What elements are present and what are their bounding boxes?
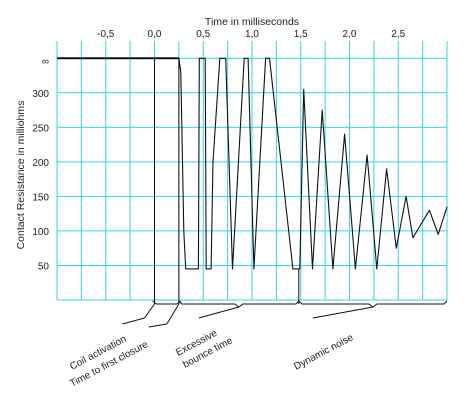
y-tick-label: 200 xyxy=(32,158,49,169)
y-axis-title: Contact Resistance in milliohms xyxy=(15,101,27,250)
annotation-leader xyxy=(148,323,167,328)
y-tick-label: 50 xyxy=(38,261,50,272)
y-tick-label: 150 xyxy=(32,192,49,203)
annotation-leader xyxy=(144,303,155,319)
event-markers xyxy=(154,58,300,304)
annotation-leader xyxy=(122,317,145,325)
y-tick-label-infinity: ∞ xyxy=(42,56,49,67)
x-tick-label: 1,5 xyxy=(294,29,308,40)
series-line xyxy=(57,57,448,270)
y-tick-label: 300 xyxy=(32,89,49,100)
x-tick-label: 0,0 xyxy=(148,29,162,40)
y-tick-label: 250 xyxy=(32,123,49,134)
x-axis-title: Time in milliseconds xyxy=(205,16,299,28)
x-tick-label: 0,5 xyxy=(196,29,210,40)
x-tick-label: 2,0 xyxy=(343,29,357,40)
y-tick-label: 100 xyxy=(32,227,49,238)
x-tick-label: 2,5 xyxy=(391,29,405,40)
annotation-leader xyxy=(166,303,180,325)
brace-first-closure xyxy=(152,300,182,305)
x-tick-label: -0,5 xyxy=(97,29,115,40)
x-tick-label: 1,0 xyxy=(245,29,259,40)
gridlines xyxy=(56,41,448,301)
annotation-leader xyxy=(312,306,373,319)
annotation-leader xyxy=(198,306,239,319)
tick-labels: -0,5 0,0 0,5 1,0 1,5 2,0 2,5 ∞ 300 250 200 150 100 50 xyxy=(32,29,405,272)
